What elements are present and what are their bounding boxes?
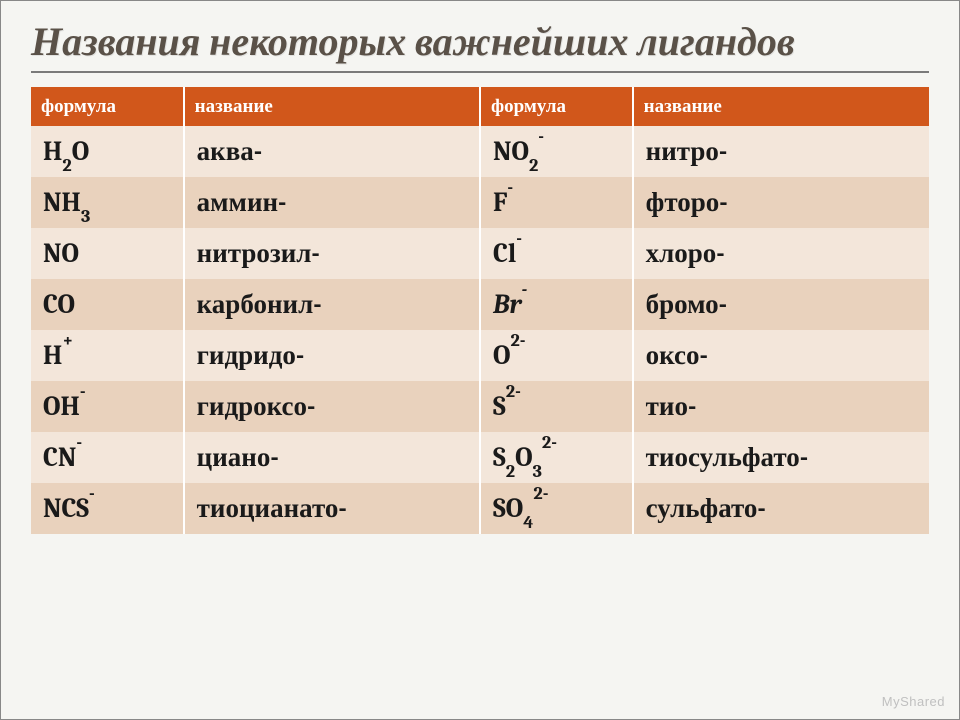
table-row: NOнитрозил-Cl-хлоро- xyxy=(31,228,929,279)
formula-cell: O2- xyxy=(480,330,633,381)
col-header: название xyxy=(633,87,929,126)
name-cell: аммин- xyxy=(184,177,480,228)
table-row: H2Oаква-NO2-нитро- xyxy=(31,126,929,177)
formula-cell: NO xyxy=(31,228,184,279)
watermark: MyShared xyxy=(882,694,945,709)
formula-cell: CO xyxy=(31,279,184,330)
name-cell: сульфато- xyxy=(633,483,929,534)
name-cell: нитро- xyxy=(633,126,929,177)
name-cell: циано- xyxy=(184,432,480,483)
formula-cell: F- xyxy=(480,177,633,228)
formula-cell: NCS- xyxy=(31,483,184,534)
formula-cell: OH- xyxy=(31,381,184,432)
name-cell: тиосульфато- xyxy=(633,432,929,483)
formula-cell: NO2- xyxy=(480,126,633,177)
name-cell: тио- xyxy=(633,381,929,432)
table-row: H+гидридо-O2-оксо- xyxy=(31,330,929,381)
name-cell: гидроксо- xyxy=(184,381,480,432)
table-row: COкарбонил-Br-бромо- xyxy=(31,279,929,330)
col-header: формула xyxy=(31,87,184,126)
table-header-row: формула название формула название xyxy=(31,87,929,126)
name-cell: нитрозил- xyxy=(184,228,480,279)
name-cell: оксо- xyxy=(633,330,929,381)
formula-cell: Cl- xyxy=(480,228,633,279)
formula-cell: H2O xyxy=(31,126,184,177)
name-cell: фторо- xyxy=(633,177,929,228)
name-cell: аква- xyxy=(184,126,480,177)
formula-cell: S2- xyxy=(480,381,633,432)
formula-cell: NH3 xyxy=(31,177,184,228)
formula-cell: CN- xyxy=(31,432,184,483)
name-cell: карбонил- xyxy=(184,279,480,330)
name-cell: гидридо- xyxy=(184,330,480,381)
col-header: формула xyxy=(480,87,633,126)
ligands-table: формула название формула название H2Oакв… xyxy=(31,87,929,534)
table-row: NH3аммин-F-фторо- xyxy=(31,177,929,228)
table-row: OH-гидроксо-S2-тио- xyxy=(31,381,929,432)
name-cell: тиоцианато- xyxy=(184,483,480,534)
formula-cell: H+ xyxy=(31,330,184,381)
formula-cell: SO42- xyxy=(480,483,633,534)
name-cell: бромо- xyxy=(633,279,929,330)
col-header: название xyxy=(184,87,480,126)
formula-cell: Br- xyxy=(480,279,633,330)
name-cell: хлоро- xyxy=(633,228,929,279)
table-row: CN-циано-S2O32-тиосульфато- xyxy=(31,432,929,483)
table-row: NCS-тиоцианато-SO42-сульфато- xyxy=(31,483,929,534)
slide: Названия некоторых важнейших лигандов фо… xyxy=(0,0,960,720)
formula-cell: S2O32- xyxy=(480,432,633,483)
slide-title: Названия некоторых важнейших лигандов xyxy=(31,19,929,73)
